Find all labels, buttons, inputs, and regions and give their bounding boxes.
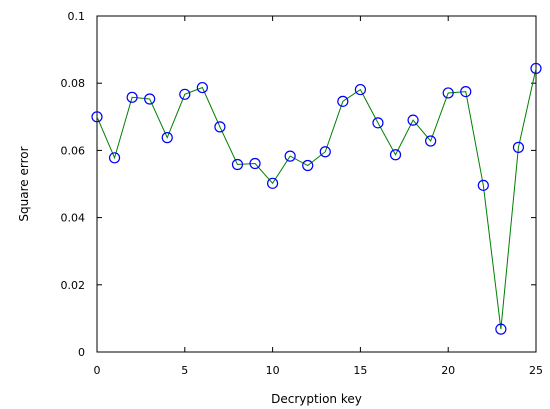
data-point xyxy=(196,81,208,94)
x-tick-label: 15 xyxy=(353,364,367,377)
data-point xyxy=(407,114,419,126)
y-tick-label: 0 xyxy=(78,346,85,359)
axis-ticks: 0 5 10 15 20 25 0 0.02 0.04 0.06 0.08 0.1 xyxy=(61,10,544,377)
data-point xyxy=(284,150,296,162)
plot-area-frame xyxy=(96,15,537,353)
data-point xyxy=(495,323,507,335)
data-point xyxy=(302,159,314,172)
data-point xyxy=(214,121,226,133)
x-tick-label: 10 xyxy=(266,364,280,377)
data-point xyxy=(267,177,279,189)
x-tick-label: 0 xyxy=(94,364,101,377)
data-point xyxy=(126,91,138,103)
y-tick-label: 0.02 xyxy=(61,279,86,292)
data-point xyxy=(354,83,366,96)
data-point xyxy=(389,149,402,161)
y-tick-label: 0.1 xyxy=(68,10,86,23)
data-point xyxy=(231,158,244,171)
data-point xyxy=(161,132,173,144)
series-line xyxy=(96,68,537,330)
x-tick-label: 25 xyxy=(529,364,543,377)
data-point xyxy=(512,141,525,153)
data-point xyxy=(144,93,156,105)
y-axis-label: Square error xyxy=(17,146,31,221)
data-point xyxy=(425,135,437,147)
data-point xyxy=(108,152,121,164)
y-tick-label: 0.04 xyxy=(61,212,86,225)
data-point xyxy=(477,179,489,191)
data-point xyxy=(460,85,472,98)
data-point xyxy=(179,88,191,100)
series-line-group xyxy=(96,68,537,330)
y-tick-label: 0.06 xyxy=(61,144,86,157)
y-tick-label: 0.08 xyxy=(61,77,86,90)
x-axis-label: Decryption key xyxy=(271,392,362,406)
data-point xyxy=(372,117,384,129)
x-tick-label: 20 xyxy=(441,364,455,377)
x-tick-label: 5 xyxy=(181,364,188,377)
data-point xyxy=(442,87,454,99)
data-point xyxy=(337,95,349,107)
data-markers xyxy=(91,62,542,335)
data-point xyxy=(530,62,542,75)
data-point xyxy=(249,157,261,170)
data-point xyxy=(319,146,331,158)
data-point xyxy=(91,111,103,123)
